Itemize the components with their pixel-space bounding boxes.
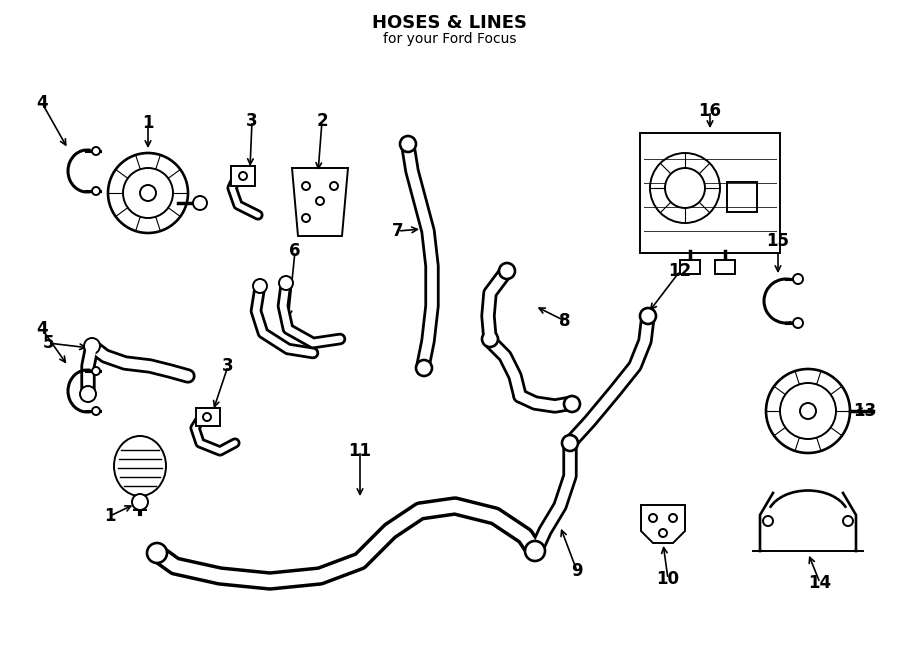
- Circle shape: [203, 413, 211, 421]
- Circle shape: [92, 187, 100, 195]
- Text: 3: 3: [247, 112, 257, 130]
- Circle shape: [843, 516, 853, 526]
- Circle shape: [400, 136, 416, 152]
- Circle shape: [665, 168, 705, 208]
- Circle shape: [140, 185, 156, 201]
- Circle shape: [525, 541, 545, 561]
- Text: 9: 9: [572, 562, 583, 580]
- Circle shape: [763, 516, 773, 526]
- Text: 13: 13: [853, 402, 877, 420]
- Circle shape: [302, 214, 310, 222]
- Text: 2: 2: [316, 112, 328, 130]
- Circle shape: [793, 318, 803, 328]
- FancyBboxPatch shape: [727, 182, 757, 212]
- FancyBboxPatch shape: [196, 408, 220, 426]
- Circle shape: [766, 369, 850, 453]
- FancyBboxPatch shape: [715, 260, 735, 274]
- Circle shape: [147, 543, 167, 563]
- Circle shape: [253, 279, 267, 293]
- Circle shape: [80, 386, 96, 402]
- Circle shape: [793, 274, 803, 284]
- Text: 3: 3: [222, 357, 234, 375]
- Circle shape: [780, 383, 836, 439]
- Circle shape: [649, 514, 657, 522]
- Text: HOSES & LINES: HOSES & LINES: [373, 14, 527, 32]
- Circle shape: [84, 338, 100, 354]
- Text: 7: 7: [392, 222, 404, 240]
- Circle shape: [316, 197, 324, 205]
- Circle shape: [564, 396, 580, 412]
- Circle shape: [193, 196, 207, 210]
- Circle shape: [562, 435, 578, 451]
- Circle shape: [302, 182, 310, 190]
- FancyBboxPatch shape: [231, 166, 255, 186]
- Circle shape: [499, 263, 515, 279]
- Text: 11: 11: [348, 442, 372, 460]
- Text: 6: 6: [289, 242, 301, 260]
- Text: 4: 4: [36, 320, 48, 338]
- Text: 5: 5: [42, 334, 54, 352]
- Circle shape: [108, 153, 188, 233]
- Circle shape: [279, 276, 293, 290]
- Circle shape: [123, 168, 173, 218]
- Ellipse shape: [114, 436, 166, 496]
- Text: 4: 4: [36, 94, 48, 112]
- Circle shape: [650, 153, 720, 223]
- Circle shape: [669, 514, 677, 522]
- Circle shape: [92, 147, 100, 155]
- Text: 1: 1: [142, 114, 154, 132]
- Circle shape: [330, 182, 338, 190]
- Text: 10: 10: [656, 570, 680, 588]
- Text: 16: 16: [698, 102, 722, 120]
- Circle shape: [659, 529, 667, 537]
- Circle shape: [239, 172, 247, 180]
- FancyBboxPatch shape: [680, 260, 700, 274]
- Circle shape: [132, 494, 148, 510]
- Text: 12: 12: [669, 262, 691, 280]
- Text: for your Ford Focus: for your Ford Focus: [383, 32, 517, 46]
- Text: 15: 15: [767, 232, 789, 250]
- Text: 1: 1: [104, 507, 116, 525]
- FancyBboxPatch shape: [640, 133, 780, 253]
- Circle shape: [800, 403, 816, 419]
- Circle shape: [92, 367, 100, 375]
- Circle shape: [640, 308, 656, 324]
- Circle shape: [482, 331, 498, 347]
- Circle shape: [92, 407, 100, 415]
- Text: 8: 8: [559, 312, 571, 330]
- Circle shape: [416, 360, 432, 376]
- Text: 14: 14: [808, 574, 832, 592]
